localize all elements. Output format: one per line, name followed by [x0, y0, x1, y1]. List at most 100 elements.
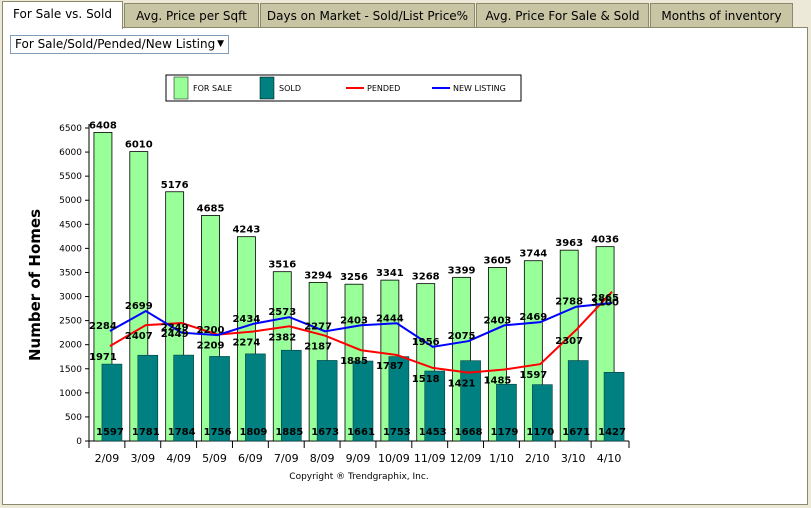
- sold-bar: [101, 363, 123, 442]
- x-tick-label: 8/09: [310, 452, 335, 465]
- y-tick-label: 4500: [59, 220, 82, 230]
- new-listing-value-label: 2403: [340, 315, 368, 326]
- tab-bar: For Sale vs. Sold Avg. Price per Sqft Da…: [0, 0, 811, 29]
- x-tick-label: 2/10: [525, 452, 550, 465]
- x-tick-label: 3/09: [130, 452, 155, 465]
- sold-value-label: 1756: [204, 427, 232, 438]
- chart-lines: [109, 291, 613, 374]
- sold-bar: [532, 384, 553, 442]
- for-sale-value-label: 3256: [340, 272, 368, 283]
- sold-bar: [316, 360, 338, 442]
- sold-value-label: 1668: [455, 427, 483, 438]
- pended-value-label: 1421: [448, 379, 476, 390]
- x-tick-label: 9/09: [346, 452, 371, 465]
- sold-bar: [567, 360, 589, 442]
- sold-value-label: 1753: [383, 427, 411, 438]
- pended-value-label: 3100: [591, 298, 619, 309]
- sold-value-label: 1453: [419, 427, 447, 438]
- sold-bar: [496, 383, 517, 442]
- for-sale-value-label: 6408: [89, 120, 117, 131]
- x-tick-label: 6/09: [238, 452, 263, 465]
- sold-value-label: 1885: [275, 427, 303, 438]
- tab-avg-price-for-sale-sold[interactable]: Avg. Price For Sale & Sold: [476, 3, 649, 27]
- copyright-text: Copyright ® Trendgraphix, Inc.: [289, 472, 428, 482]
- for-sale-value-label: 3963: [555, 238, 583, 249]
- y-tick-label: 5000: [59, 196, 82, 206]
- pended-value-label: 1518: [412, 374, 440, 385]
- new-listing-value-label: 2403: [484, 315, 512, 326]
- new-listing-value-label: 2277: [304, 321, 332, 332]
- sold-value-label: 1673: [311, 427, 339, 438]
- tab-for-sale-vs-sold[interactable]: For Sale vs. Sold: [2, 1, 123, 29]
- sold-value-label: 1170: [526, 427, 554, 438]
- chart-type-dropdown[interactable]: For Sale/Sold/Pended/New Listing ▼: [10, 35, 229, 54]
- sold-bar: [209, 356, 230, 442]
- pended-value-label: 2187: [304, 342, 332, 353]
- new-listing-value-label: 2573: [268, 307, 296, 318]
- y-tick-label: 1000: [59, 389, 82, 399]
- for-sale-value-label: 4685: [197, 203, 225, 214]
- pended-value-label: 2274: [232, 337, 260, 348]
- x-tick-label: 5/09: [202, 452, 227, 465]
- new-listing-value-label: 2284: [89, 321, 117, 332]
- new-listing-value-label: 2075: [448, 331, 476, 342]
- sold-value-label: 1427: [598, 427, 626, 438]
- x-tick-label: 2/09: [95, 452, 120, 465]
- pended-value-label: 1485: [484, 375, 512, 386]
- tab-avg-price-per-sqft[interactable]: Avg. Price per Sqft: [124, 3, 259, 27]
- pended-value-label: 2307: [555, 336, 583, 347]
- legend-swatch: [259, 76, 275, 100]
- x-tick-label: 1/10: [489, 452, 514, 465]
- pended-value-label: 2382: [268, 332, 296, 343]
- tab-months-of-inventory[interactable]: Months of inventory: [650, 3, 793, 27]
- y-tick-label: 1500: [59, 365, 82, 375]
- pended-value-label: 2209: [197, 341, 225, 352]
- for-sale-value-label: 3605: [484, 255, 512, 266]
- y-tick-label: 5500: [59, 172, 82, 182]
- sold-bar: [424, 370, 446, 442]
- for-sale-value-label: 3268: [412, 272, 440, 283]
- sold-bar: [245, 353, 266, 442]
- y-tick-label: 6500: [59, 124, 82, 134]
- sold-bar: [603, 371, 625, 442]
- for-sale-value-label: 3744: [519, 249, 547, 260]
- for-sale-value-label: 3399: [448, 265, 476, 276]
- y-axis-title: Number of Homes: [26, 209, 44, 361]
- legend-swatch: [173, 76, 189, 100]
- legend-label: FOR SALE: [193, 84, 232, 93]
- legend-label: SOLD: [279, 84, 301, 93]
- x-tick-label: 4/09: [166, 452, 191, 465]
- x-tick-label: 10/09: [378, 452, 410, 465]
- chart-legend: FOR SALE SOLD PENDED NEW LISTING: [165, 74, 522, 102]
- y-tick-label: 2500: [59, 317, 82, 327]
- x-tick-label: 11/09: [414, 452, 446, 465]
- y-tick-label: 0: [76, 437, 82, 447]
- y-tick-label: 3000: [59, 293, 82, 303]
- new-listing-value-label: 2200: [197, 325, 225, 336]
- y-tick-label: 4000: [59, 244, 82, 254]
- new-listing-value-label: 2469: [519, 312, 547, 323]
- new-listing-value-label: 2444: [376, 313, 404, 324]
- tab-days-on-market[interactable]: Days on Market - Sold/List Price%: [260, 3, 475, 27]
- sold-value-label: 1597: [96, 427, 124, 438]
- pended-value-label: 1597: [519, 370, 547, 381]
- new-listing-value-label: 1956: [412, 337, 440, 348]
- new-listing-line: [109, 302, 613, 348]
- for-sale-value-label: 4036: [591, 235, 619, 246]
- x-tick-label: 4/10: [597, 452, 622, 465]
- chart-bars: [93, 132, 625, 442]
- for-sale-value-label: 3294: [304, 270, 332, 281]
- new-listing-value-label: 2434: [232, 314, 260, 325]
- y-tick-label: 3500: [59, 268, 82, 278]
- legend-label: PENDED: [367, 84, 400, 93]
- new-listing-value-label: 2788: [555, 297, 583, 308]
- pended-value-label: 2407: [125, 331, 153, 342]
- legend-box: [165, 74, 522, 102]
- chart-labels: 6408 1597 6010 1781 5176 1784 4685 1756 4243 1809…: [89, 120, 626, 438]
- sold-bar: [137, 354, 159, 442]
- for-sale-value-label: 3341: [376, 268, 404, 279]
- pended-value-label: 1787: [376, 361, 404, 372]
- for-sale-value-label: 6010: [125, 140, 153, 151]
- sold-value-label: 1661: [347, 427, 375, 438]
